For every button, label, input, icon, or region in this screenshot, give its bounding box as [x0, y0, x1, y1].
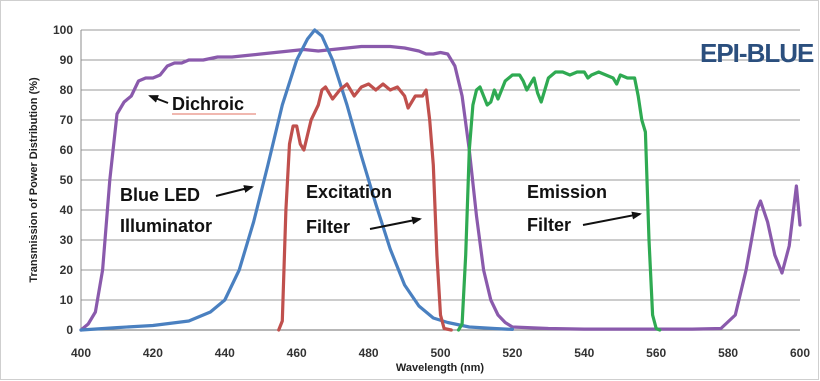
emission-label-line1: Emission: [527, 182, 607, 202]
emission-label-line2: Filter: [527, 215, 571, 235]
excitation-label-line2: Filter: [306, 217, 350, 237]
emission-arrow: [582, 211, 642, 226]
y-tick-90: 90: [60, 53, 74, 67]
x-tick-400: 400: [71, 346, 91, 360]
x-axis-title: Wavelength (nm): [396, 362, 485, 374]
x-tick-560: 560: [646, 346, 666, 360]
y-tick-80: 80: [60, 83, 74, 97]
excitation-arrow: [369, 216, 422, 230]
blue-led-label-line2: Illuminator: [120, 216, 212, 236]
x-tick-460: 460: [287, 346, 307, 360]
y-tick-50: 50: [60, 173, 74, 187]
y-tick-0: 0: [66, 323, 73, 337]
y-tick-60: 60: [60, 143, 74, 157]
y-tick-labels: 0 10 20 30 40 50 60 70 80 90 100: [53, 23, 73, 337]
x-tick-520: 520: [502, 346, 522, 360]
x-tick-labels: 400 420 440 460 480 500 520 540 560 580 600: [71, 346, 810, 360]
y-tick-10: 10: [60, 293, 74, 307]
series-line-excitation-filter: [277, 82, 453, 332]
dichroic-arrow: [148, 95, 169, 104]
y-tick-20: 20: [60, 263, 74, 277]
x-tick-480: 480: [359, 346, 379, 360]
series-line-emission-filter: [456, 70, 662, 332]
y-tick-70: 70: [60, 113, 74, 127]
series-group: [79, 28, 802, 332]
series-line-blue-led-illuminator: [79, 28, 514, 332]
y-tick-100: 100: [53, 23, 73, 37]
dichroic-label: Dichroic: [172, 94, 244, 114]
y-tick-40: 40: [60, 203, 74, 217]
y-tick-30: 30: [60, 233, 74, 247]
blue-led-label-line1: Blue LED: [120, 185, 200, 205]
epi-blue-badge: EPI-BLUE: [700, 38, 814, 68]
x-tick-500: 500: [430, 346, 450, 360]
blue-led-arrow: [215, 185, 254, 197]
y-axis-title: Transmission of Power Distribution (%): [28, 77, 40, 283]
x-tick-420: 420: [143, 346, 163, 360]
x-tick-440: 440: [215, 346, 235, 360]
series-line-dichroic: [79, 44, 802, 332]
x-tick-540: 540: [574, 346, 594, 360]
x-tick-600: 600: [790, 346, 810, 360]
excitation-label-line1: Excitation: [306, 182, 392, 202]
x-tick-580: 580: [718, 346, 738, 360]
